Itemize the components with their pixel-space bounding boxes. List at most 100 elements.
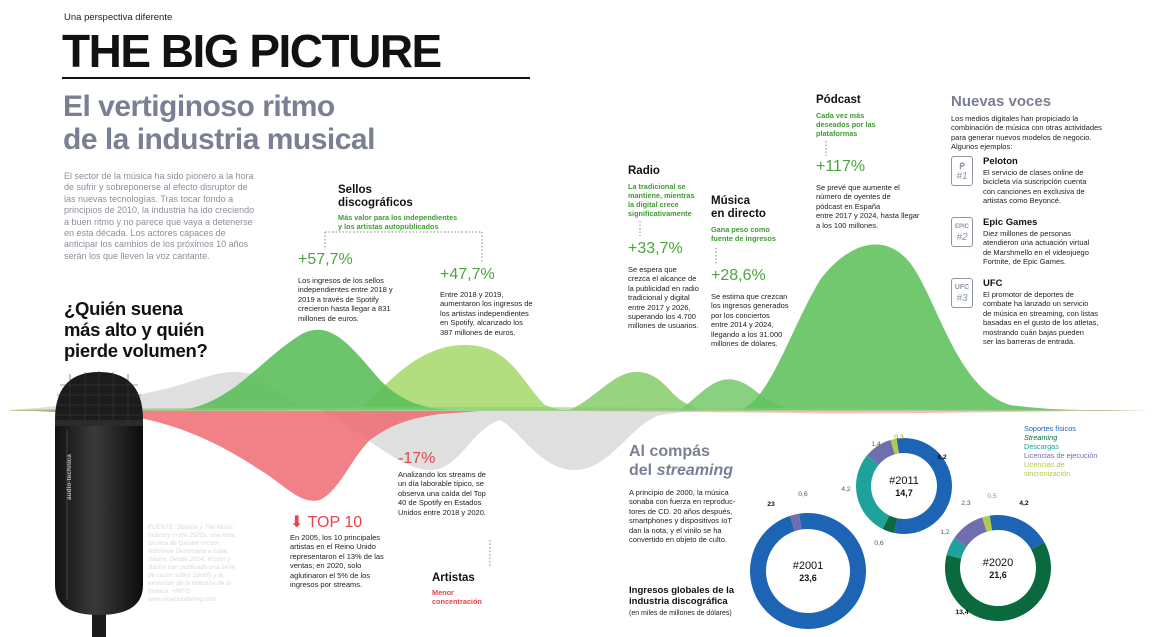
donut-slice	[789, 513, 802, 532]
artistas-subtitle-line: concentración	[432, 597, 482, 606]
source-line: www.iesepublishing.com.	[148, 596, 219, 603]
body-line: ser las barreras de entrada.	[983, 337, 1076, 347]
legend-item: Descargas	[1024, 442, 1059, 451]
donut-slice	[866, 439, 895, 466]
podcast-pct: +117%	[816, 158, 866, 175]
ufc-icon-num: #3	[956, 292, 968, 304]
directo-title: Música en directo	[711, 195, 766, 221]
artistas-text: Analizando los streams de un día laborab…	[398, 470, 498, 517]
body-line: representaron el 13% de las	[290, 551, 384, 561]
body-line: sonaba con fuerza en reproduc-	[629, 497, 736, 507]
donut-value-label: 2,3	[961, 500, 971, 507]
sellos-subtitle: Más valor para los independientes y los …	[338, 213, 457, 231]
podcast-subtitle-line: deseados por las	[816, 120, 876, 129]
source-line: de casos sobre Spotify y la	[148, 572, 224, 579]
epic-games-icon-symbol: EPIC	[954, 223, 969, 230]
donut-value-label: 8,2	[937, 454, 947, 461]
nv-item-text: El promotor de deportes de combate ha la…	[983, 290, 1148, 346]
artistas-subtitle-line: Menor	[432, 588, 454, 597]
donut-value-label: 1,4	[871, 441, 881, 448]
donut-value-label: 1,2	[940, 529, 950, 536]
wave-grey	[10, 371, 1150, 470]
title-rule	[62, 77, 530, 79]
intro-line: en esta década. Los actores capaces de	[64, 228, 226, 239]
body-line: tores de CD. 20 años después,	[629, 506, 733, 516]
directo-title-line: en directo	[711, 208, 766, 220]
radio-subtitle-line: significativamente	[628, 209, 692, 218]
wave-red	[10, 410, 480, 501]
donut-slice	[890, 438, 899, 455]
compas-text: A principio de 2000, la música sonaba co…	[629, 488, 749, 544]
nv-item-text: El servicio de clases online de biciclet…	[983, 168, 1148, 206]
question-line: ¿Quién suena	[64, 298, 183, 319]
body-line: combinación de música con otras activida…	[951, 123, 1102, 133]
body-line: aumentaron los ingresos de	[440, 299, 533, 309]
radio-subtitle-line: mantiene, mientras	[628, 191, 695, 200]
chart-title-line: Ingresos globales de la	[629, 585, 735, 596]
source-line: técnica de Gavant Vrcom,	[148, 540, 221, 547]
source-note: FUENTE: Statista y The Music Industry in…	[148, 524, 268, 604]
body-line: independientes entre 2018 y	[298, 285, 393, 295]
artistas-title: Artistas	[432, 572, 475, 584]
sellos-stat2-text: Entre 2018 y 2019, aumentaron los ingres…	[440, 290, 570, 337]
nuevas-voces-intro: Los medios digitales han propiciado la c…	[951, 114, 1141, 152]
donut-total-label: 23,6	[799, 573, 817, 583]
epic-games-icon: EPIC #2	[951, 217, 973, 247]
sellos-title-line: discográficos	[338, 197, 413, 209]
legend-item: Streaming	[1024, 433, 1058, 442]
directo-subtitle-line: Gana peso como	[711, 225, 770, 234]
body-line: millones de euros.	[298, 313, 359, 323]
donut-year-label: #2011	[889, 475, 919, 487]
body-line: los ingresos generados	[711, 301, 789, 311]
donut-value-label: 23	[767, 501, 775, 508]
body-line: Fortnite, de Epic Games.	[983, 257, 1066, 267]
body-line: de Marshmello en el videojuego	[983, 247, 1089, 257]
donut-slice	[946, 538, 967, 559]
nv-item-title: Epic Games	[983, 217, 1038, 228]
donut-value-label: 0,6	[874, 540, 884, 547]
body-line: Los ingresos de los sellos	[298, 276, 384, 285]
body-line: crecieron hasta llegar a 831	[298, 304, 391, 314]
source-line: Industry in the 2020s, una nota	[148, 532, 235, 539]
podcast-subtitle-line: plataformas	[816, 129, 858, 138]
sellos-stat2-pct: +47,7%	[440, 266, 495, 283]
body-line: un día laborable típico, se	[398, 479, 484, 489]
mic-brand: audio-technica	[66, 454, 73, 500]
arrow-down-icon: ⬇	[290, 514, 304, 531]
sellos-title: Sellos discográficos	[338, 184, 413, 210]
body-line: Se prevé que aumente el	[816, 183, 900, 192]
body-line: observa una caída del Top	[398, 488, 486, 498]
donut-year-label: #2001	[793, 560, 824, 572]
source-line: Sastre. Desde 2014, Vrcom y	[148, 556, 231, 563]
nv-item-title: Peloton	[983, 156, 1018, 167]
sellos-stat1-text: Los ingresos de los sellos independiente…	[298, 276, 428, 323]
body-line: basadas en el gusto de los atletas,	[983, 318, 1099, 328]
donut-slice	[894, 438, 953, 535]
chart-title: Ingresos globales de la industria discog…	[629, 585, 734, 607]
wave-green-podcast	[740, 244, 1150, 411]
intro-line: anticipar los cambios de los próximos 10…	[64, 239, 249, 250]
podcast-subtitle-line: Cada vez más	[816, 111, 865, 120]
artistas-pct: -17%	[398, 450, 436, 467]
wave-green-radio	[570, 371, 700, 410]
body-line: A principio de 2000, la música	[629, 488, 729, 497]
chart-legend: Soportes físicos Streaming Descargas Lic…	[1024, 424, 1134, 478]
body-line: de música en streaming, con listas	[983, 308, 1099, 318]
body-line: millones de dólares.	[711, 339, 778, 349]
compas-title-em: streaming	[656, 462, 734, 479]
donut-value-label: 0,5	[987, 493, 997, 500]
headline-line-1: El vertiginoso ritmo	[63, 90, 335, 123]
question-line: más alto y quién	[64, 319, 205, 340]
question-heading: ¿Quién suena más alto y quién pierde vol…	[64, 298, 208, 361]
body-line: crezca el alcance de	[628, 274, 697, 284]
body-line: Se estima que crezcan	[711, 292, 788, 301]
body-line: artistas en el Reino Unido	[290, 542, 376, 552]
top10-title: TOP 10	[307, 514, 363, 531]
body-line: entre 2017 y 2026,	[628, 302, 691, 312]
body-line: mostrando cuán bajas pueden	[983, 327, 1084, 337]
intro-text: El sector de la música ha sido pionero a…	[64, 171, 294, 262]
source-line: Abhishek Deshmane e Isaac	[148, 548, 229, 555]
source-line: FUENTE: Statista y The Music	[148, 524, 234, 531]
wave-baseline	[10, 407, 1150, 411]
